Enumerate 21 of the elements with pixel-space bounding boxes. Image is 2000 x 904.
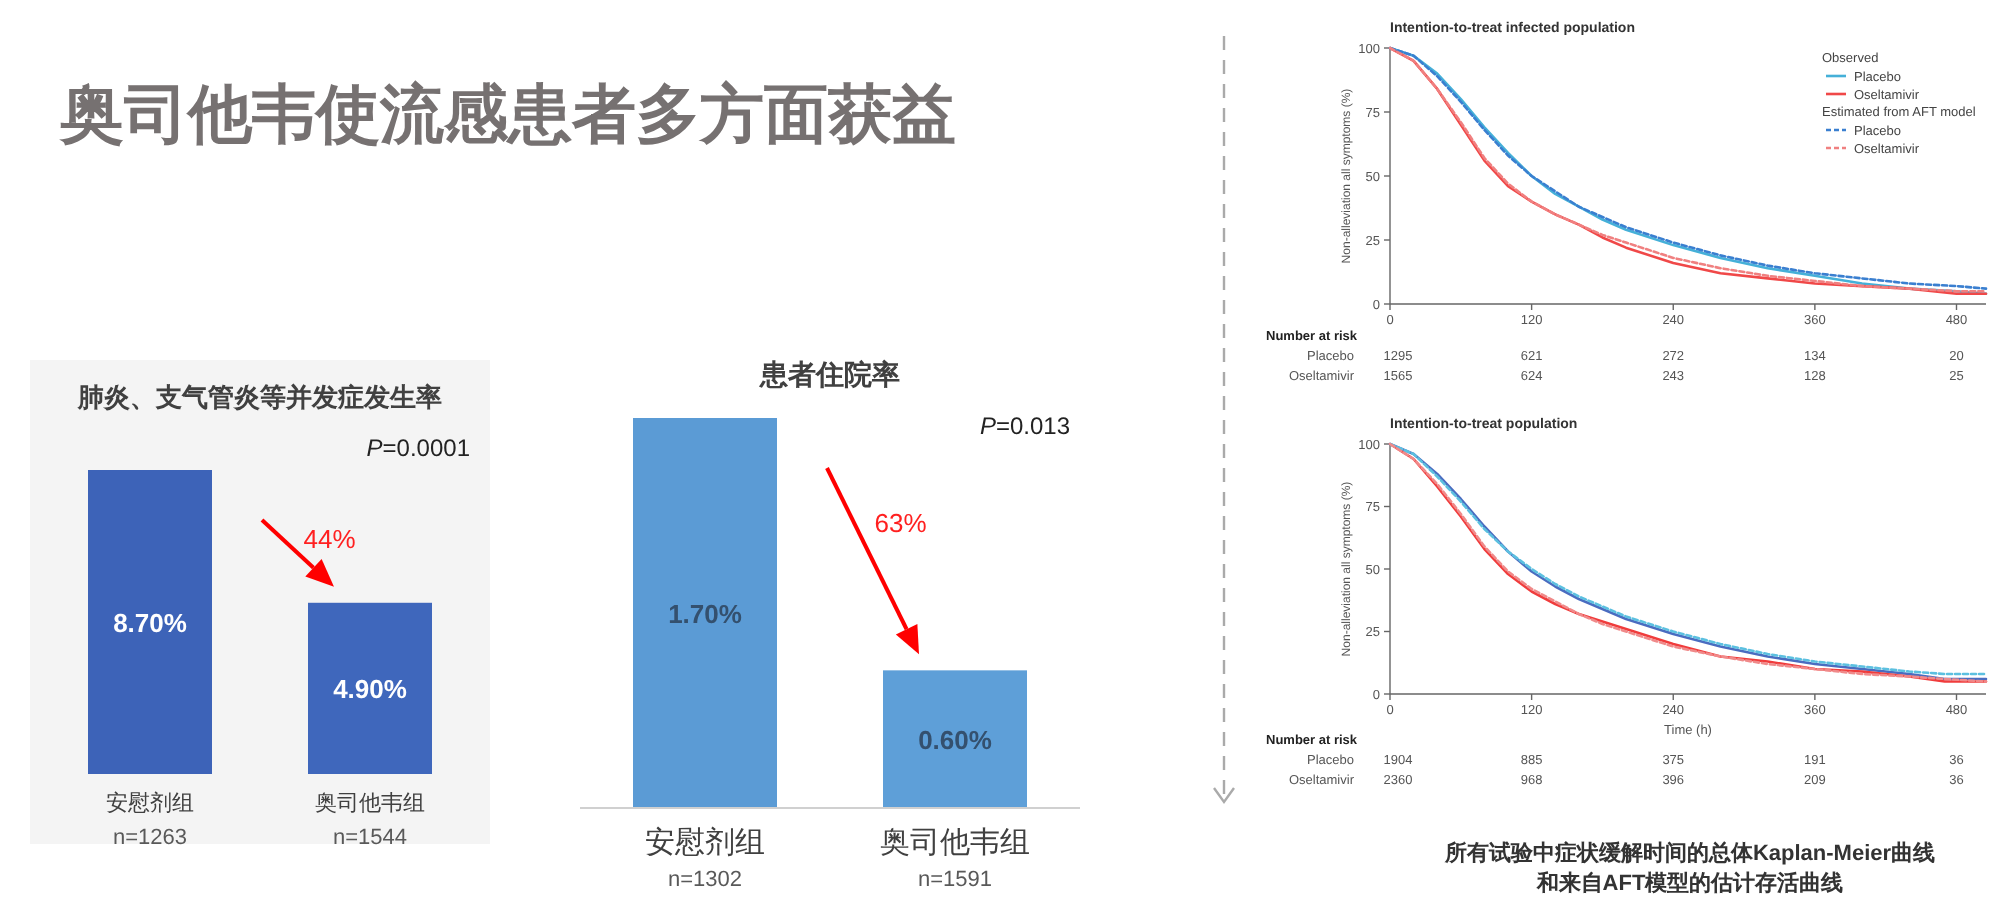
text: n=1263 (112, 826, 188, 850)
text: 所有试验中症状缓解时间的总体Kaplan-Meier曲线 (1442, 840, 1936, 866)
data-label: 8.70% (113, 608, 188, 638)
chart-title: 患者住院率 (758, 358, 900, 390)
text: 奥司他韦使流感患者多方面获益 (58, 78, 956, 150)
text: n=1591 (917, 868, 993, 892)
chart-title: 肺炎、支气管炎等并发症发生率 (76, 382, 442, 412)
x-tick-label: 安慰剂组 (645, 826, 765, 860)
text: P=0.0001 (366, 434, 471, 462)
data-label: 0.60% (918, 725, 993, 756)
text: n=1544 (332, 826, 408, 850)
annotation: 44% (303, 524, 357, 555)
x-tick-label: 奥司他韦组 (880, 826, 1030, 860)
x-tick-label: 安慰剂组 (106, 790, 194, 816)
data-label: 4.90% (333, 674, 408, 705)
data-label: 1.70% (668, 599, 743, 629)
text: n=1302 (667, 868, 743, 892)
annotation: P=0.013 (979, 412, 1071, 440)
text: 和来自AFT模型的估计存活曲线 (1534, 870, 1844, 896)
x-tick-label: 奥司他韦组 (315, 790, 425, 816)
annotation: 63% (874, 507, 928, 538)
